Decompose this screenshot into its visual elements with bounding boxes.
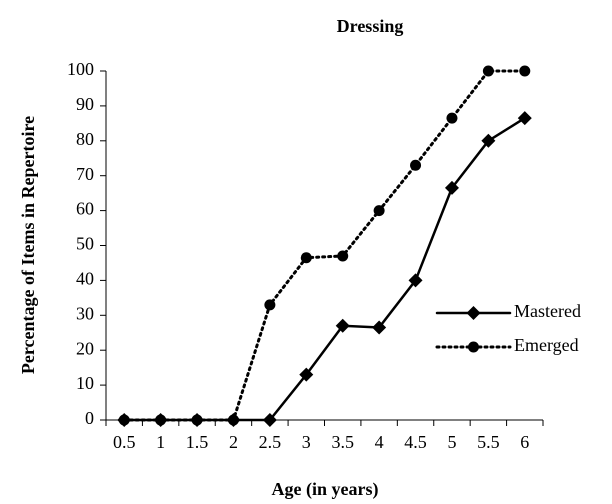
data-point — [299, 367, 314, 382]
data-point — [482, 65, 494, 77]
x-tick-label: 1 — [156, 432, 165, 452]
chart-title: Dressing — [337, 16, 404, 36]
legend-label: Mastered — [514, 301, 581, 321]
y-tick-label: 80 — [76, 129, 94, 149]
y-tick-label: 60 — [76, 199, 94, 219]
data-point — [227, 414, 239, 426]
data-point — [191, 414, 203, 426]
x-tick-label: 4.5 — [404, 432, 427, 452]
y-tick-label: 50 — [76, 234, 94, 254]
y-tick-label: 90 — [76, 94, 94, 114]
data-point — [118, 414, 130, 426]
x-tick-label: 5.5 — [477, 432, 500, 452]
series-line — [122, 69, 527, 422]
legend-marker — [468, 341, 479, 353]
data-point — [408, 273, 423, 288]
data-point — [335, 318, 350, 333]
y-tick-label: 40 — [76, 269, 94, 289]
legend-marker — [466, 306, 481, 320]
x-axis-label: Age (in years) — [272, 479, 379, 500]
data-point — [262, 413, 277, 427]
x-tick-label: 4 — [375, 432, 384, 452]
x-tick-label: 3.5 — [331, 432, 354, 452]
x-tick-label: 3 — [302, 432, 311, 452]
data-point — [264, 299, 276, 311]
x-tick-label: 5 — [447, 432, 456, 452]
series-line — [122, 116, 527, 422]
y-tick-label: 10 — [76, 373, 94, 393]
x-tick-label: 6 — [520, 432, 529, 452]
x-tick-label: 2.5 — [259, 432, 282, 452]
y-tick-label: 30 — [76, 303, 94, 323]
data-point — [300, 252, 312, 264]
x-tick-label: 2 — [229, 432, 238, 452]
data-point — [410, 159, 422, 171]
x-tick-label: 0.5 — [113, 432, 136, 452]
data-point — [519, 65, 531, 77]
data-point — [481, 133, 496, 148]
data-point — [444, 180, 459, 195]
y-tick-label: 100 — [67, 59, 94, 79]
data-point — [373, 205, 385, 217]
y-axis-label: Percentage of Items in Repertoire — [18, 116, 38, 374]
y-tick-label: 20 — [76, 338, 94, 358]
y-tick-label: 70 — [76, 164, 94, 184]
data-point — [337, 250, 349, 262]
data-point — [372, 320, 387, 335]
data-point — [155, 414, 167, 426]
y-tick-label: 0 — [85, 408, 94, 428]
data-point — [446, 112, 458, 124]
data-point — [517, 111, 532, 126]
x-tick-label: 1.5 — [186, 432, 209, 452]
legend-label: Emerged — [514, 335, 579, 355]
